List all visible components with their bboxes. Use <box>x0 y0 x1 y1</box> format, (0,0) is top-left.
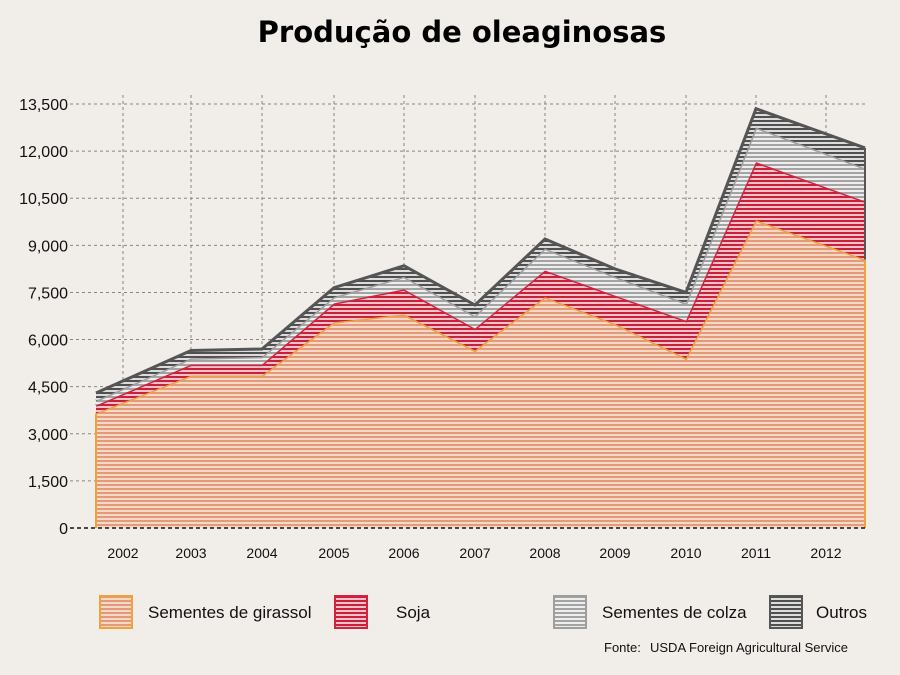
source-label: Fonte: <box>604 640 641 655</box>
legend-label: Sementes de girassol <box>148 603 311 622</box>
x-tick-label: 2009 <box>599 545 630 561</box>
legend-label: Sementes de colza <box>602 603 747 622</box>
y-tick-label: 13,500 <box>19 97 68 114</box>
x-tick-label: 2008 <box>529 545 560 561</box>
y-tick-label: 0 <box>59 521 68 538</box>
legend-item-soja: Soja <box>334 595 431 629</box>
y-axis-ticks: 0 1,500 3,000 4,500 6,000 7,500 9,000 10,500 12,… <box>19 97 68 538</box>
legend-swatch <box>99 595 133 629</box>
y-tick-label: 10,500 <box>19 191 68 208</box>
y-tick-label: 6,000 <box>28 333 68 350</box>
y-tick-label: 7,500 <box>28 285 68 302</box>
y-tick-label: 12,000 <box>19 144 68 161</box>
x-tick-label: 2004 <box>246 545 277 561</box>
y-tick-label: 3,000 <box>28 427 68 444</box>
source-note: Fonte: USDA Foreign Agricultural Service <box>604 640 848 655</box>
series-line-outros <box>95 106 866 395</box>
area-edge <box>95 259 866 528</box>
area-soja <box>96 162 865 414</box>
x-axis-ticks: 2002 2003 2004 2005 2006 2007 2008 2009 2010 2011… <box>107 545 841 561</box>
legend-label: Outros <box>816 603 867 622</box>
y-tick-label: 9,000 <box>28 238 68 255</box>
area-series <box>70 106 866 529</box>
x-tick-label: 2012 <box>810 545 841 561</box>
x-tick-label: 2011 <box>741 545 771 561</box>
legend-swatch <box>334 595 368 629</box>
area-sementes-de-girassol <box>96 220 865 529</box>
chart-title: Produção de oleaginosas <box>258 15 667 49</box>
legend: Sementes de girassol Soja Sementes de colz… <box>99 595 867 629</box>
legend-item-sementes-de-colza: Sementes de colza <box>553 595 747 629</box>
x-tick-label: 2002 <box>107 545 138 561</box>
legend-swatch <box>553 595 587 629</box>
x-tick-label: 2007 <box>459 545 490 561</box>
legend-swatch <box>769 595 803 629</box>
legend-label: Soja <box>396 603 431 622</box>
x-tick-label: 2003 <box>175 545 206 561</box>
x-tick-label: 2010 <box>670 545 701 561</box>
legend-item-outros: Outros <box>769 595 867 629</box>
y-tick-label: 4,500 <box>28 380 68 397</box>
x-tick-label: 2006 <box>388 545 419 561</box>
x-tick-label: 2005 <box>318 545 349 561</box>
source-text: USDA Foreign Agricultural Service <box>650 640 848 655</box>
legend-item-sementes-de-girassol: Sementes de girassol <box>99 595 311 629</box>
y-tick-label: 1,500 <box>28 474 68 491</box>
